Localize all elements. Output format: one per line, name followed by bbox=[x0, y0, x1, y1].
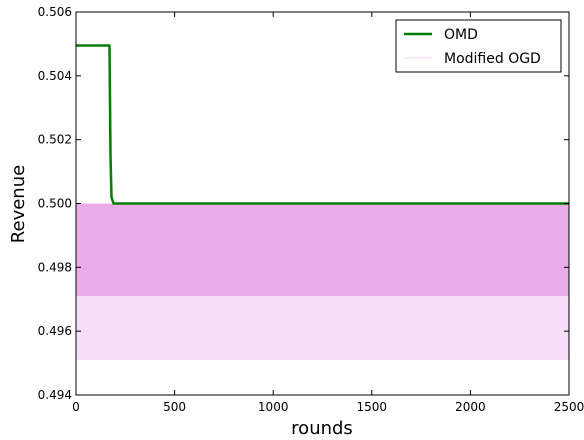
y-tick-label: 0.502 bbox=[38, 133, 72, 147]
y-tick-label: 0.500 bbox=[38, 197, 72, 211]
y-tick-label: 0.504 bbox=[38, 69, 72, 83]
x-tick-label: 0 bbox=[72, 400, 80, 414]
y-tick-label: 0.496 bbox=[38, 324, 72, 338]
legend: OMD Modified OGD bbox=[395, 19, 562, 73]
y-axis-label: Revenue bbox=[8, 165, 29, 243]
x-axis-label: rounds bbox=[291, 418, 353, 439]
x-axis: 0 500 1000 1500 2000 2500 bbox=[72, 12, 584, 414]
x-tick-label: 1500 bbox=[357, 400, 388, 414]
y-tick-label: 0.498 bbox=[38, 260, 72, 274]
y-tick-label: 0.494 bbox=[38, 388, 72, 402]
x-tick-label: 1000 bbox=[258, 400, 289, 414]
omd-series bbox=[76, 44, 569, 205]
omd-line bbox=[76, 44, 569, 205]
modified-ogd-series bbox=[75, 203, 569, 360]
ogd-oscillation-lines bbox=[75, 203, 569, 360]
legend-box bbox=[395, 19, 562, 73]
x-tick-label: 2000 bbox=[455, 400, 486, 414]
y-tick-label: 0.506 bbox=[38, 5, 72, 19]
y-axis: 0.494 0.496 0.498 0.500 0.502 0.504 0.506 bbox=[38, 5, 569, 402]
ogd-sparse-band bbox=[76, 296, 569, 360]
x-tick-label: 500 bbox=[163, 400, 186, 414]
legend-label-omd: OMD bbox=[444, 27, 478, 43]
x-tick-label: 2500 bbox=[554, 400, 584, 414]
legend-label-modified-ogd: Modified OGD bbox=[444, 51, 541, 67]
ogd-dense-band bbox=[76, 203, 569, 297]
